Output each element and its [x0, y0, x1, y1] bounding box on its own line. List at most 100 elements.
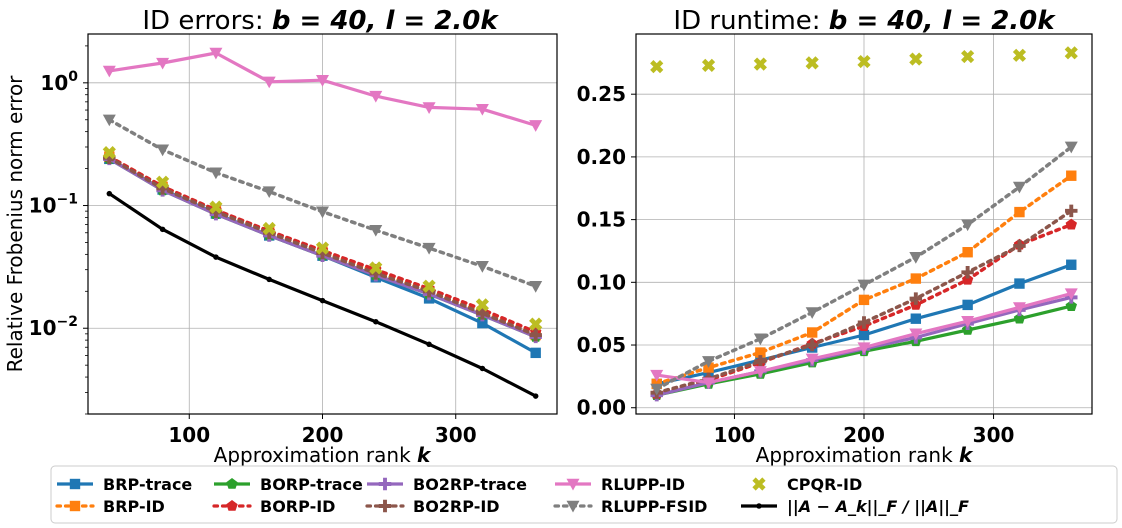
chart-left-point-ref — [479, 365, 486, 372]
chart-left-point-ref — [159, 226, 166, 233]
chart-right-point-CPQR-ID — [753, 57, 767, 71]
legend-label: RLUPP-ID — [601, 475, 685, 494]
chart-left-point-BO2RP-ID — [369, 267, 383, 280]
chart-left-point-RLUPP-FSID — [156, 144, 170, 157]
chart-left-point-BRP-trace — [477, 317, 488, 329]
chart-left-point-RLUPP-FSID — [102, 114, 116, 127]
chart-right-title: ID runtime: b = 40, l = 2.0k — [673, 6, 1056, 36]
chart-left-point-RLUPP-ID — [102, 65, 116, 78]
chart-left-point-BO2RP-ID — [529, 328, 542, 342]
chart-right-point-RLUPP-FSID — [1012, 181, 1026, 194]
legend-label: BORP-trace — [260, 475, 363, 494]
chart-right-series-RLUPP-ID — [650, 288, 1078, 390]
legend-marker — [566, 500, 580, 513]
chart-right-point-BRP-ID — [1014, 206, 1025, 218]
chart-right-point-BRP-ID — [1066, 170, 1077, 181]
chart-left-point-BO2RP-ID — [103, 151, 116, 165]
legend-box — [50, 465, 1118, 524]
chart-right-point-RLUPP-FSID — [1064, 141, 1078, 154]
chart-right-point-RLUPP-FSID — [753, 333, 767, 346]
legend-marker — [69, 500, 81, 512]
chart-left-point-RLUPP-ID — [262, 76, 276, 89]
chart-left-point-ref — [266, 276, 272, 283]
chart-right-ytick-label: 0.20 — [577, 145, 626, 169]
chart-left-title: ID errors: b = 40, l = 2.0k — [142, 6, 499, 36]
chart-right-series-CPQR-ID — [650, 46, 1078, 74]
chart-right-point-RLUPP-FSID — [650, 383, 664, 396]
chart-left-point-CPQR-ID — [156, 175, 170, 189]
chart-left-series — [102, 47, 543, 399]
legend-item-RLUPP-FSID: RLUPP-FSID — [553, 497, 707, 516]
chart-right-xtick-label: 200 — [843, 423, 885, 447]
legend-item-ref: ||A − A_k||_F / ||A||_F — [741, 497, 969, 517]
chart-right: ID runtime: b = 40, l = 2.0k 100 200 300 0.… — [577, 6, 1093, 467]
chart-left-point-RLUPP-FSID — [369, 224, 383, 237]
legend-item-BRP-ID: BRP-ID — [55, 497, 165, 516]
chart-right-point-BO2RP-ID — [805, 338, 819, 352]
legend-label: ||A − A_k||_F / ||A||_F — [787, 497, 969, 517]
chart-left-point-RLUPP-FSID — [209, 167, 223, 180]
legend-marker — [69, 478, 81, 490]
chart-left-point-BO2RP-ID — [476, 307, 489, 320]
chart-left: ID errors: b = 40, l = 2.0k 100 200 300100… — [3, 6, 558, 467]
chart-left-ytick-label: 10−1 — [29, 192, 78, 218]
chart-right-ytick-label: 0.00 — [577, 396, 626, 420]
legend: BRP-trace BRP-ID BORP-trace BORP-ID BO2RP-tr… — [50, 465, 1118, 524]
legend-item-BORP-ID: BORP-ID — [212, 497, 335, 516]
legend-item-BO2RP-trace: BO2RP-trace — [367, 475, 527, 494]
chart-left-point-RLUPP-ID — [156, 57, 170, 70]
legend-items: BRP-trace BRP-ID BORP-trace BORP-ID BO2RP-tr… — [55, 475, 969, 517]
legend-marker — [756, 503, 762, 509]
chart-left-point-CPQR-ID — [262, 221, 276, 236]
chart-left-point-CPQR-ID — [315, 241, 330, 255]
chart-left-point-CPQR-ID — [102, 146, 116, 160]
legend-label: BO2RP-trace — [413, 475, 527, 494]
chart-left-point-CPQR-ID — [475, 298, 489, 312]
chart-right-point-RLUPP-FSID — [805, 307, 819, 319]
chart-right-point-CPQR-ID — [857, 54, 871, 69]
chart-right-point-BO2RP-ID — [961, 266, 974, 279]
legend-item-RLUPP-ID: RLUPP-ID — [555, 475, 685, 494]
chart-right-point-CPQR-ID — [650, 60, 664, 74]
legend-marker — [378, 477, 392, 491]
chart-left-point-RLUPP-ID — [475, 103, 489, 116]
chart-right-xtick-label: 300 — [973, 423, 1015, 447]
chart-right-ytick-label: 0.05 — [577, 333, 626, 357]
chart-right-ytick-label: 0.25 — [577, 82, 626, 106]
chart-right-point-CPQR-ID — [805, 56, 819, 70]
chart-right-point-BRP-trace — [962, 299, 973, 311]
chart-right-point-RLUPP-ID — [805, 353, 819, 366]
legend-label: RLUPP-FSID — [601, 497, 707, 516]
chart-left-xlabel: Approximation rank k — [214, 443, 432, 467]
chart-left-series-RLUPP-ID — [102, 47, 543, 132]
chart-left-point-RLUPP-FSID — [316, 206, 329, 219]
legend-item-BORP-trace: BORP-trace — [214, 475, 363, 494]
chart-left-grid — [88, 34, 557, 414]
chart-left-point-CPQR-ID — [422, 279, 436, 293]
chart-right-point-BO2RP-ID — [1065, 204, 1078, 218]
chart-right-point-BRP-trace — [1014, 278, 1025, 289]
chart-left-series-ref — [106, 190, 539, 399]
chart-right-point-RLUPP-ID — [857, 342, 871, 355]
chart-left-point-CPQR-ID — [529, 317, 543, 331]
chart-left-point-BO2RP-ID — [422, 285, 436, 298]
chart-left-point-BO2RP-ID — [209, 205, 223, 218]
chart-left-point-ref — [319, 297, 326, 304]
chart-left-ticks: 100 200 300 100 10−1 10−2 — [29, 45, 477, 447]
legend-item-BRP-trace: BRP-trace — [57, 475, 192, 494]
chart-right-point-BRP-trace — [910, 313, 922, 324]
chart-left-point-RLUPP-FSID — [475, 261, 489, 273]
chart-left-point-ref — [373, 318, 379, 325]
chart-right-point-BORP-trace — [1065, 300, 1077, 311]
chart-left-point-RLUPP-FSID — [529, 281, 543, 293]
chart-left-ytick-label: 10−2 — [29, 314, 78, 340]
chart-right-line-BO2RP-ID — [654, 209, 1074, 395]
legend-marker — [226, 500, 238, 511]
chart-right-ytick-label: 0.15 — [577, 208, 626, 232]
chart-right-point-BORP-ID — [961, 273, 974, 285]
chart-left-point-CPQR-ID — [209, 200, 223, 214]
legend-marker — [752, 477, 766, 491]
chart-left-ylabel: Relative Frobenius norm error — [3, 75, 27, 373]
chart-left-xtick-label: 100 — [168, 423, 210, 447]
